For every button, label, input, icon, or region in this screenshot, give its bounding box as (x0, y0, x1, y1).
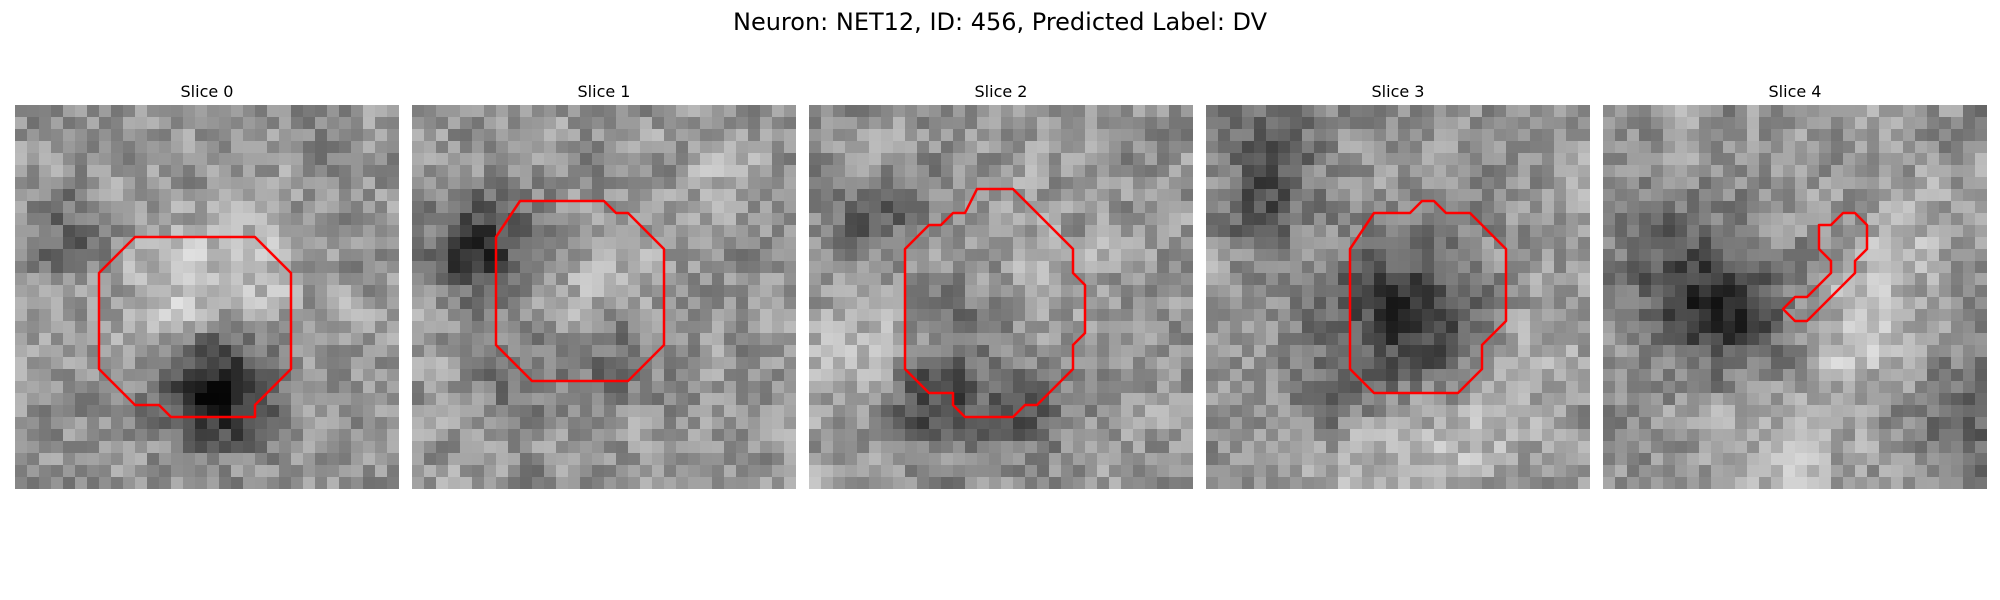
slice-image (15, 105, 399, 489)
pixel-grid (1603, 105, 1987, 489)
slice-title: Slice 3 (1371, 82, 1425, 101)
segmentation-outline (97, 235, 293, 419)
pixel-grid (15, 105, 399, 489)
slice-image (809, 105, 1193, 489)
slice-image (412, 105, 796, 489)
slice-panel-3: Slice 3 (1206, 82, 1590, 489)
slice-title: Slice 1 (577, 82, 631, 101)
slice-image (1603, 105, 1987, 489)
pixel-grid (1206, 105, 1590, 489)
segmentation-outline (1348, 199, 1508, 395)
slice-panel-1: Slice 1 (412, 82, 796, 489)
segmentation-outline (494, 199, 666, 383)
slice-title: Slice 2 (974, 82, 1028, 101)
pixel-grid (809, 105, 1193, 489)
segmentation-outline (1781, 211, 1869, 323)
slice-title: Slice 4 (1768, 82, 1822, 101)
slice-image (1206, 105, 1590, 489)
figure-title: Neuron: NET12, ID: 456, Predicted Label:… (732, 8, 1268, 36)
pixel-grid (412, 105, 796, 489)
slice-title: Slice 0 (180, 82, 234, 101)
slice-panel-2: Slice 2 (809, 82, 1193, 489)
slice-panel-0: Slice 0 (15, 82, 399, 489)
slice-panel-4: Slice 4 (1603, 82, 1987, 489)
segmentation-outline (903, 187, 1087, 419)
